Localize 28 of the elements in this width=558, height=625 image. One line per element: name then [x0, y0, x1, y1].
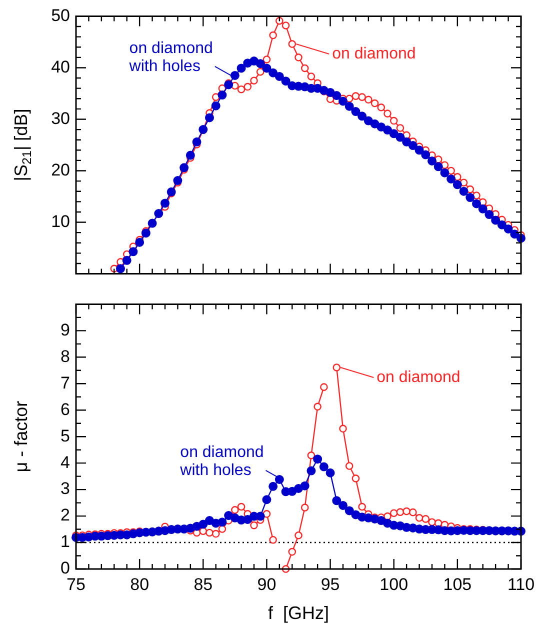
annotation: on diamond [332, 45, 416, 62]
x-axis-title: f [GHz] [268, 603, 330, 624]
annotation: on diamond with holes [128, 40, 213, 75]
y-tick-label: 20 [51, 160, 70, 180]
y-tick-label: 40 [51, 57, 70, 76]
x-tick-label: 100 [380, 574, 408, 594]
x-tick-label: 90 [257, 574, 276, 594]
y-tick-label: 10 [51, 212, 70, 231]
y-tick-label: 30 [51, 108, 70, 128]
y-tick-label: 3 [60, 479, 70, 498]
x-tick-label: 95 [320, 574, 340, 594]
x-tick-label: 110 [507, 574, 535, 594]
y-tick-label: 9 [60, 320, 70, 340]
y-tick-label: 8 [60, 346, 70, 366]
annotation: on diamond with holes [179, 444, 264, 479]
x-tick-label: 85 [194, 574, 213, 594]
x-tick-label: 105 [443, 574, 472, 594]
y-axis-title: μ - factor [10, 400, 31, 472]
y-tick-label: 4 [60, 452, 70, 472]
y-tick-label: 7 [60, 373, 70, 392]
y-axis-title: |S21| [dB] [10, 108, 34, 182]
y-tick-label: 50 [51, 6, 70, 25]
annotation: on diamond [376, 368, 460, 386]
x-tick-label: 80 [130, 574, 150, 594]
y-tick-label: 6 [60, 400, 70, 419]
y-tick-label: 5 [60, 426, 70, 446]
y-tick-label: 1 [60, 532, 70, 552]
y-tick-label: 2 [60, 506, 70, 525]
